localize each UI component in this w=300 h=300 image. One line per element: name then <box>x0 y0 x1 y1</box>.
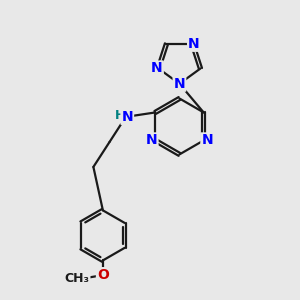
Text: H: H <box>115 109 126 122</box>
Text: N: N <box>151 61 163 76</box>
Text: O: O <box>97 268 109 282</box>
Text: N: N <box>201 134 213 147</box>
Text: N: N <box>146 134 158 147</box>
Text: CH₃: CH₃ <box>64 272 89 285</box>
Text: N: N <box>174 77 185 91</box>
Text: N: N <box>188 37 200 51</box>
Text: N: N <box>122 110 133 124</box>
